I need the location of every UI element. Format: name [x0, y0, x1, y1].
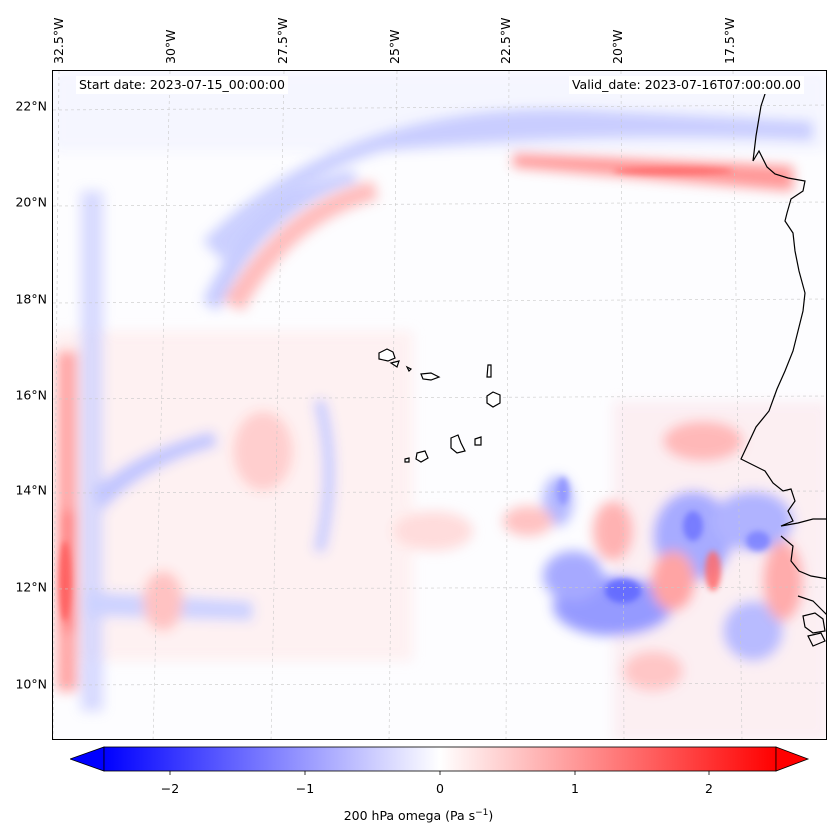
lat-label-10n: 10°N — [15, 676, 47, 692]
lat-label-18n: 18°N — [15, 291, 47, 307]
lon-label-17-5w: 17.5°W — [722, 17, 737, 64]
omega-fine-detail — [59, 167, 770, 621]
lon-label-25w: 25°W — [387, 29, 402, 64]
colorbar-label-main: 200 hPa omega (Pa s — [343, 808, 476, 824]
colorbar-extend-low — [70, 746, 105, 772]
colorbar-extend-high — [775, 746, 810, 772]
colorbar-tick-label: 0 — [436, 781, 444, 796]
lon-label-22-5w: 22.5°W — [498, 17, 513, 64]
colorbar-tick-label: 1 — [571, 781, 579, 796]
start-date-label: Start date: 2023-07-15_00:00:00 — [76, 76, 288, 94]
lon-label-30w: 30°W — [163, 29, 178, 64]
lat-label-14n: 14°N — [15, 482, 47, 498]
cape-verde-islands — [378, 348, 501, 463]
map-panel — [52, 70, 827, 740]
colorbar-tick-label: −1 — [295, 781, 315, 796]
colorbar-label-superscript: −1 — [475, 808, 489, 818]
colorbar-gradient — [103, 746, 777, 772]
colorbar-tick-label: 2 — [705, 781, 713, 796]
colorbar-label: 200 hPa omega (Pa s−1) — [0, 808, 837, 823]
lat-label-16n: 16°N — [15, 387, 47, 403]
lat-label-22n: 22°N — [15, 98, 47, 114]
coastline — [740, 90, 826, 647]
map-gridlines — [53, 71, 826, 739]
omega-field-map — [53, 71, 826, 739]
lon-label-27-5w: 27.5°W — [275, 17, 290, 64]
colorbar — [70, 746, 810, 775]
colorbar-tick-label: −2 — [160, 781, 180, 796]
lon-label-32-5w: 32.5°W — [51, 17, 66, 64]
lat-label-12n: 12°N — [15, 579, 47, 595]
lon-label-20w: 20°W — [610, 29, 625, 64]
colorbar-label-end: ) — [488, 808, 494, 824]
valid-date-label: Valid_date: 2023-07-16T07:00:00.00 — [568, 76, 804, 94]
lat-label-20n: 20°N — [15, 194, 47, 210]
